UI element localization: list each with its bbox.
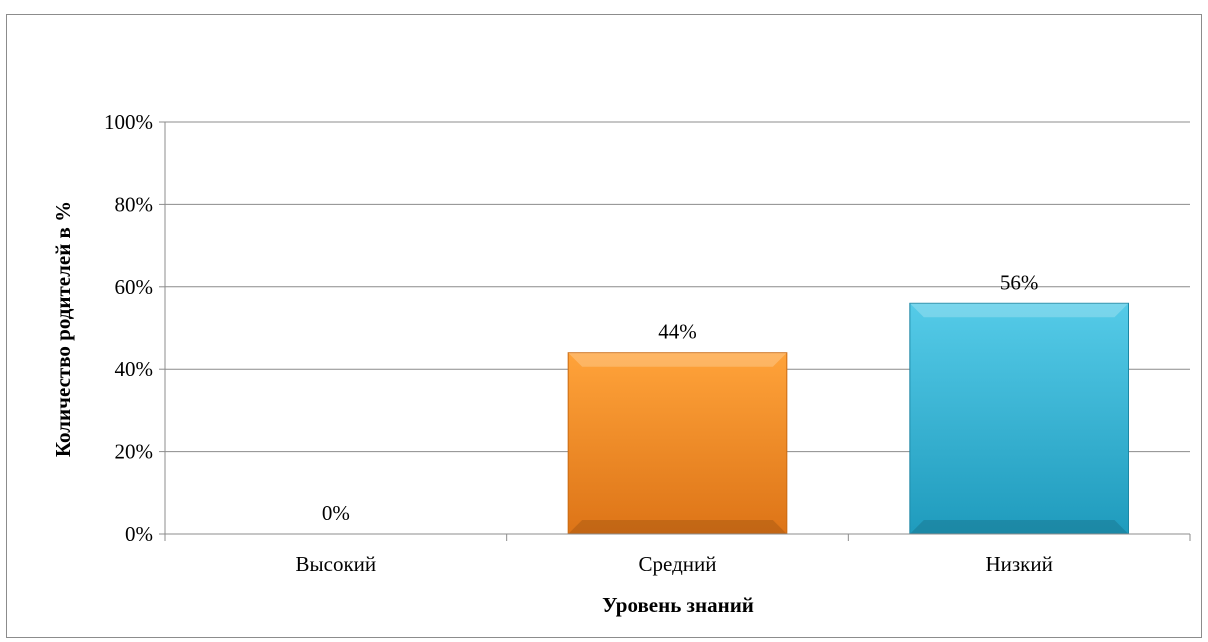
y-tick-label: 80% [115, 192, 154, 216]
bar-bevel-bottom [568, 520, 787, 534]
bar-bevel-top [909, 303, 1129, 318]
y-tick-label: 40% [115, 357, 154, 381]
y-tick-label: 60% [115, 275, 154, 299]
y-axis-title: Количество родителей в % [51, 201, 75, 457]
x-tick-label: Низкий [985, 552, 1052, 576]
data-label: 0% [322, 501, 350, 525]
x-tick-label: Средний [639, 552, 717, 576]
y-tick-label: 0% [125, 522, 153, 546]
data-label: 56% [1000, 270, 1039, 294]
y-tick-label: 100% [104, 110, 153, 134]
bar-bevel-bottom [909, 520, 1129, 534]
bar-bevel-top [568, 352, 787, 367]
data-label: 44% [658, 320, 697, 344]
y-tick-label: 20% [115, 440, 154, 464]
x-tick-label: Высокий [296, 552, 377, 576]
bar [909, 302, 1129, 535]
x-axis-title: Уровень знаний [602, 593, 754, 617]
bar [567, 352, 788, 535]
